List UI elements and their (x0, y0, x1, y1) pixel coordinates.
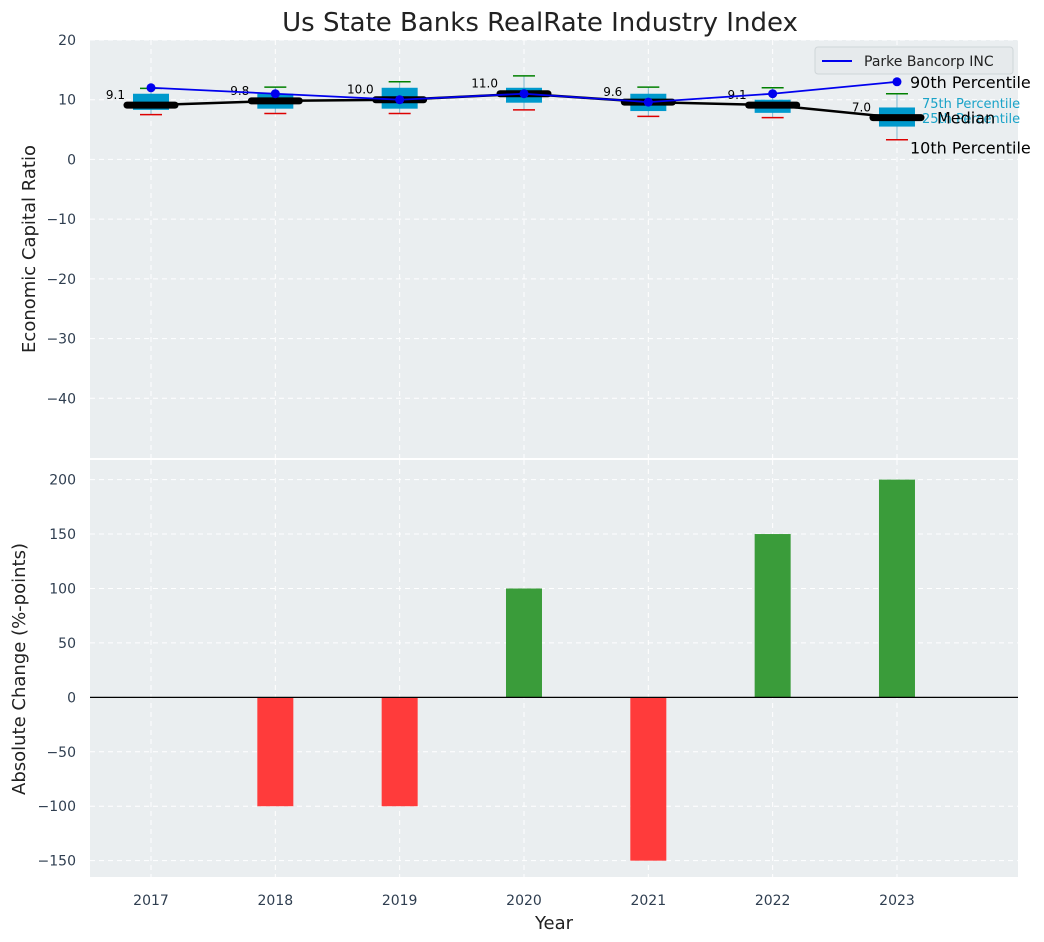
bar-chart-panel: 200 150 100 50 0 −50 −100 −150 2017 2018 2019 2020… (9, 460, 1018, 934)
x-tick-2018: 2018 (258, 893, 294, 909)
x-axis-label: Year (534, 913, 574, 934)
box-plot-y-label: Economic Capital Ratio (19, 145, 40, 353)
bar-chart-y-tick-7: −150 (38, 854, 76, 870)
bar-2019 (381, 697, 418, 807)
bar-chart-y-label: Absolute Change (%-points) (9, 543, 30, 795)
median-label-2021: 9.6 (603, 85, 622, 99)
chart-title: Us State Banks RealRate Industry Index (282, 8, 798, 38)
parke-bancorp-point-2020 (519, 89, 529, 99)
bar-chart-y-ticks: 200 150 100 50 0 −50 −100 −150 (38, 473, 76, 870)
bar-chart-bars (90, 479, 1018, 861)
annotation-p90: 90th Percentile (910, 73, 1031, 92)
x-tick-2019: 2019 (382, 893, 418, 909)
bar-chart-y-tick-4: 0 (67, 690, 76, 706)
bar-chart-x-ticks: 2017 2018 2019 2020 2021 2022 2023 (133, 893, 915, 909)
box-plot-y-tick-0: 20 (58, 33, 76, 49)
median-label-2017: 9.1 (106, 88, 125, 102)
x-tick-2017: 2017 (133, 893, 169, 909)
bar-chart-y-tick-5: −50 (46, 745, 76, 761)
box-plot-y-tick-6: −40 (46, 391, 76, 407)
parke-bancorp-point-2019 (395, 95, 405, 105)
box-plot-marks: 9.1 9.8 10.0 11.0 9.6 9.1 7.0 90th Percentile 75… (106, 73, 1031, 158)
bar-chart-y-tick-0: 200 (49, 473, 76, 489)
box-plot-background (90, 40, 1018, 458)
box-plot-grid (90, 39, 1018, 458)
parke-bancorp-point-2021 (643, 97, 653, 107)
box-plot-panel: 20 10 0 −10 −20 −30 −40 9.1 9.8 10.0 11.0 9.6 9.1 7.… (19, 33, 1031, 458)
median-label-2018: 9.8 (230, 84, 249, 98)
box-plot-y-tick-2: 0 (67, 152, 76, 168)
box-plot-y-tick-1: 10 (58, 93, 76, 109)
bar-chart-y-tick-1: 150 (49, 527, 76, 543)
bar-2021 (630, 697, 667, 861)
bar-2023 (878, 479, 915, 698)
legend: Parke Bancorp INC (814, 46, 1014, 75)
annotation-p10: 10th Percentile (910, 139, 1031, 158)
bar-chart-y-tick-2: 100 (49, 581, 76, 597)
bar-chart-y-tick-3: 50 (58, 636, 76, 652)
bar-2020 (505, 588, 542, 698)
x-tick-2022: 2022 (755, 893, 791, 909)
parke-bancorp-point-2022 (768, 89, 778, 99)
median-label-2019: 10.0 (347, 83, 374, 97)
box-plot-y-tick-3: −10 (46, 212, 76, 228)
box-plot-y-ticks: 20 10 0 −10 −20 −30 −40 (46, 33, 76, 407)
annotation-p25: 25th Percentile (922, 112, 1020, 127)
median-label-2022: 9.1 (728, 88, 747, 102)
parke-bancorp-point-2023 (892, 77, 902, 87)
annotation-median: Median (937, 109, 995, 128)
box-plot-y-tick-5: −30 (46, 332, 76, 348)
parke-bancorp-point-2018 (270, 89, 280, 99)
legend-label-parke: Parke Bancorp INC (864, 54, 994, 70)
box-plot-y-tick-4: −20 (46, 272, 76, 288)
bar-chart-background (90, 460, 1018, 877)
median-label-2023: 7.0 (852, 101, 871, 115)
median-label-2020: 11.0 (471, 77, 498, 91)
x-tick-2023: 2023 (879, 893, 915, 909)
legend-box (814, 46, 1014, 75)
x-tick-2021: 2021 (630, 893, 666, 909)
annotation-p75: 75th Percentile (922, 97, 1020, 112)
parke-bancorp-point-2017 (146, 83, 156, 93)
bar-2022 (754, 534, 791, 698)
bar-chart-y-tick-6: −100 (38, 799, 76, 815)
bar-2018 (257, 697, 294, 807)
x-tick-2020: 2020 (506, 893, 542, 909)
